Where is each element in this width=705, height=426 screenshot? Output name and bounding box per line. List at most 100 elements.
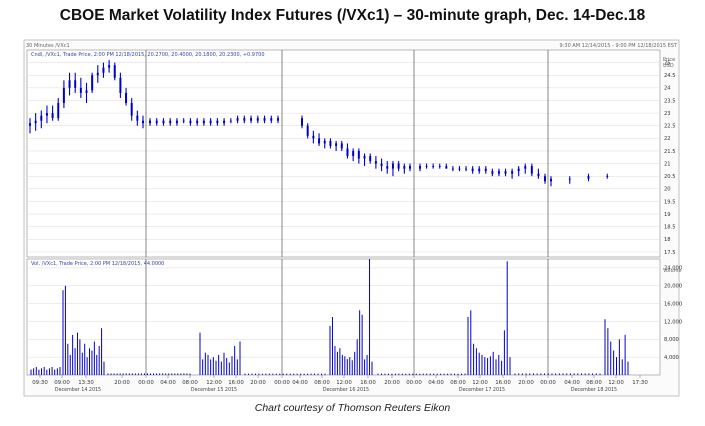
volume-bars: [30, 259, 629, 375]
volume-gridlines: [27, 267, 660, 358]
time-tick-label: 09:30: [32, 380, 48, 386]
time-tick-label: 17:30: [632, 380, 648, 386]
candle-body: [196, 120, 199, 124]
candle-body: [40, 115, 43, 121]
time-tick-label: 04:00: [292, 380, 308, 386]
time-tick-label: 13:30: [78, 380, 94, 386]
time-tick-label: 20:00: [114, 380, 130, 386]
candle-body: [229, 120, 232, 122]
volume-tick-label: 12,000: [664, 319, 682, 325]
candle-body: [369, 156, 372, 162]
chart-caption: Chart courtesy of Thomson Reuters Eikon: [254, 402, 451, 414]
time-tick-label: 16:00: [360, 380, 376, 386]
candle-body: [471, 168, 474, 172]
candle-body: [432, 166, 435, 167]
candle-body: [301, 118, 303, 126]
candle-body: [45, 113, 48, 116]
candle-body: [243, 118, 246, 121]
candle-body: [329, 140, 332, 146]
time-tick-label: 16:00: [495, 380, 511, 386]
candle-body: [142, 120, 144, 124]
candle-body: [91, 75, 94, 91]
price-candles: [29, 60, 609, 187]
candle-body: [68, 80, 71, 88]
time-tick-label: 00:00: [540, 380, 556, 386]
candle-body: [491, 171, 494, 174]
candle-body: [74, 80, 77, 88]
time-tick-label: 08:00: [314, 380, 330, 386]
day-label: December 18 2015: [571, 387, 617, 393]
candle-body: [236, 118, 239, 121]
time-tick-label: 04:00: [564, 380, 580, 386]
candle-body: [202, 120, 205, 124]
candle-body: [606, 176, 609, 178]
time-tick-label: 04:00: [428, 380, 444, 386]
candle-body: [209, 120, 212, 124]
price-tick-label: 23.5: [664, 98, 676, 104]
time-axis: 09:30 09:00 13:30 20:00 00:00 04:00 08:00 12:00…: [32, 375, 648, 393]
candle-body: [130, 103, 133, 116]
time-tick-label: 12:00: [206, 380, 222, 386]
candle-body: [445, 166, 448, 169]
volume-tick-label: 8,000: [664, 337, 679, 343]
page-title: CBOE Market Volatility Index Futures (/V…: [59, 7, 646, 24]
time-tick-label: 08:00: [450, 380, 466, 386]
candle-body: [530, 166, 533, 174]
candle-body: [175, 120, 178, 124]
candle-body: [374, 161, 377, 164]
candle-body: [216, 120, 219, 124]
candle-body: [352, 150, 355, 157]
candle-body: [511, 171, 514, 174]
candle-body: [478, 168, 481, 172]
price-tick-label: 17.5: [664, 250, 676, 256]
candle-body: [380, 163, 383, 167]
volume-unit-label: Volume: [663, 268, 682, 274]
candle-body: [524, 166, 527, 169]
candle-body: [335, 143, 338, 146]
candle-body: [517, 168, 520, 172]
candle-body: [96, 72, 99, 76]
candle-body: [277, 118, 279, 121]
candle-body: [85, 90, 88, 93]
price-gridlines: [27, 62, 660, 253]
candle-body: [306, 125, 309, 136]
time-tick-label: 00:00: [138, 380, 154, 386]
time-tick-label: 00:00: [274, 380, 290, 386]
candle-body: [119, 77, 122, 93]
time-tick-label: 20:00: [384, 380, 400, 386]
day-label: December 16 2015: [323, 387, 369, 393]
price-tick-label: 18.5: [664, 225, 676, 231]
candle-body: [79, 87, 82, 93]
candle-body: [465, 168, 468, 170]
candle-body: [182, 120, 185, 122]
candle-body: [497, 171, 500, 174]
day-label: December 14 2015: [55, 387, 101, 393]
candle-body: [504, 171, 507, 174]
candle-body: [312, 135, 315, 139]
candle-body: [155, 120, 158, 124]
candle-body: [149, 120, 151, 124]
price-tick-label: 22.5: [664, 124, 676, 130]
time-tick-label: 00:00: [406, 380, 422, 386]
candle-body: [162, 120, 165, 124]
candle-body: [438, 166, 441, 167]
price-currency-label: USD: [663, 63, 674, 69]
price-tick-label: 20: [664, 187, 671, 193]
price-tick-label: 21: [664, 161, 671, 167]
day-label: December 15 2015: [191, 387, 237, 393]
candle-body: [587, 176, 590, 179]
candle-body: [391, 163, 394, 169]
candle-body: [386, 166, 389, 169]
volume-tick-label: 16,000: [664, 301, 682, 307]
volume-tick-label: 20,000: [664, 284, 682, 290]
price-tick-label: 22: [664, 136, 671, 142]
candle-body: [397, 163, 400, 169]
chart-header-left: 30 Minutes /VXc1: [26, 43, 70, 49]
candle-body: [113, 65, 116, 78]
price-tick-label: 25: [664, 60, 671, 66]
candle-body: [409, 166, 411, 169]
candle-body: [169, 120, 172, 124]
price-legend: Cndl, /VXc1, Trade Price, 2:00 PM 12/18/…: [31, 52, 265, 58]
time-tick-label: 08:00: [182, 380, 198, 386]
time-tick-label: 16:00: [228, 380, 244, 386]
